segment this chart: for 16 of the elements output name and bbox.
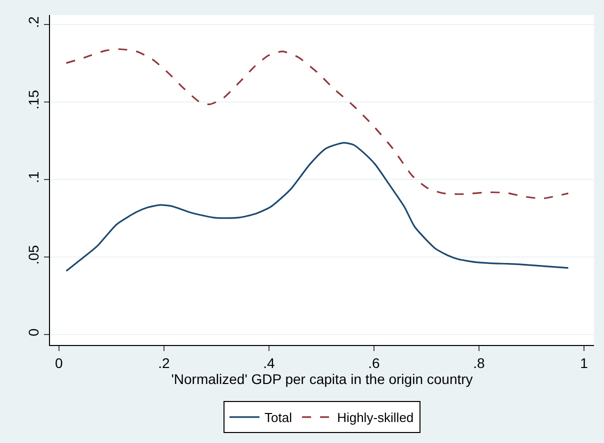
y-tick-label: .15 — [25, 90, 42, 110]
y-tick-label: .2 — [25, 16, 42, 28]
x-tick-label: .4 — [263, 354, 276, 371]
line-series — [65, 142, 570, 272]
x-tick-label: .8 — [473, 354, 486, 371]
y-tick-label: .05 — [25, 244, 42, 265]
x-tick-label: 1 — [580, 354, 588, 371]
x-tick-label: 0 — [55, 354, 64, 371]
y-tick-label: .1 — [25, 171, 42, 184]
legend-label: Highly-skilled — [337, 410, 414, 426]
legend-label: Total — [264, 410, 292, 426]
x-tick-label: .2 — [158, 354, 170, 371]
y-tick-label: 0 — [25, 328, 42, 336]
x-tick-label: .6 — [368, 354, 380, 371]
x-axis-title: 'Normalized' GDP per capita in the origin country — [171, 370, 473, 387]
line-series — [65, 48, 570, 200]
